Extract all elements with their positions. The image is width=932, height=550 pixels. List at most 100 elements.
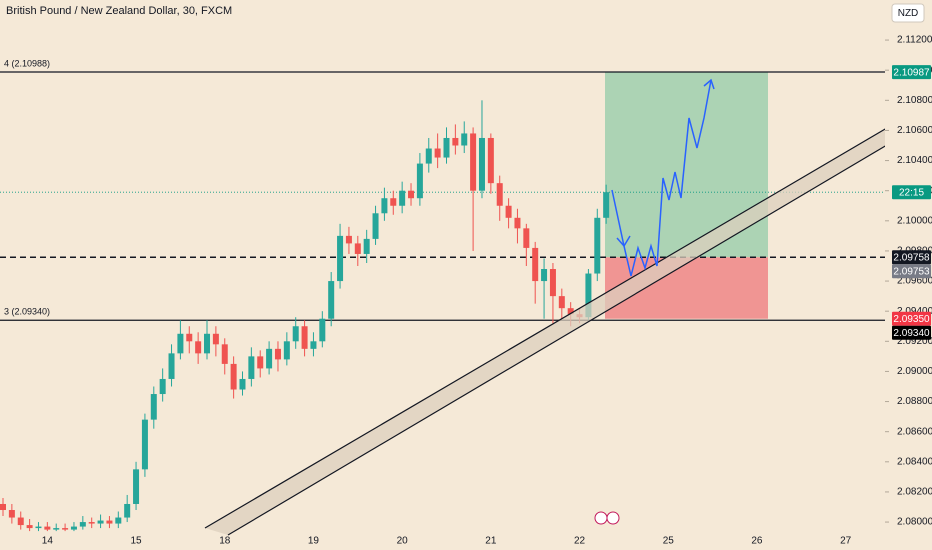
event-icon[interactable] xyxy=(594,511,608,525)
candle-body xyxy=(70,526,77,530)
candle-body xyxy=(159,378,166,395)
candle-body xyxy=(603,192,610,218)
price-tag xyxy=(892,264,931,279)
candle-body xyxy=(248,356,255,379)
price-tag xyxy=(892,311,931,326)
candle-body xyxy=(195,341,202,354)
candle-body xyxy=(345,235,352,244)
candle-body xyxy=(79,522,86,527)
candle-body xyxy=(470,133,477,191)
y-tick-label: 2.10800 xyxy=(897,95,932,106)
candle-body xyxy=(478,137,485,191)
candle-body xyxy=(585,273,592,318)
candle-body xyxy=(452,137,459,146)
arrow-head xyxy=(703,78,715,90)
x-tick-label: 25 xyxy=(663,536,675,547)
candle-body xyxy=(212,333,219,345)
x-tick-label: 22 xyxy=(574,536,586,547)
price-tag xyxy=(892,250,931,265)
candle-body xyxy=(62,528,69,530)
candle-body xyxy=(461,133,468,146)
y-tick-label: 2.09000 xyxy=(897,366,932,377)
y-tick-label: 2.10400 xyxy=(897,155,932,166)
projection-path xyxy=(611,79,712,277)
candle-body xyxy=(328,281,335,319)
channel-fill xyxy=(205,125,892,535)
candle-body xyxy=(549,269,556,297)
x-tick-label: 21 xyxy=(485,536,497,547)
candle-body xyxy=(168,353,175,379)
candle-body xyxy=(505,205,512,218)
drawings-back: 4 (2.10988) 3 (2.09340) xyxy=(0,58,885,321)
chart-title: British Pound / New Zealand Dollar, 30, … xyxy=(6,5,232,17)
x-tick-label: 18 xyxy=(219,536,231,547)
y-tick-label: 2.10600 xyxy=(897,125,932,136)
y-tick-label: 2.08800 xyxy=(897,396,932,407)
price-tag-label: 2.09350 xyxy=(893,314,930,325)
candle-body xyxy=(17,517,24,526)
candle-body xyxy=(487,137,494,184)
drawings-front xyxy=(204,78,893,536)
candle-body xyxy=(133,469,140,504)
price-tag-label: 22:15 xyxy=(899,187,924,198)
y-tick-label: 2.08400 xyxy=(897,456,932,467)
candle-body xyxy=(106,520,113,524)
candle-body xyxy=(292,326,299,342)
y-tick-label: 2.09600 xyxy=(897,276,932,287)
x-tick-label: 27 xyxy=(840,536,852,547)
candle-body xyxy=(319,318,326,342)
candle-body xyxy=(496,183,503,206)
channel-line xyxy=(204,124,893,529)
candle-body xyxy=(8,510,15,518)
candle-body xyxy=(337,235,344,282)
candle-body xyxy=(0,503,6,511)
x-tick-label: 20 xyxy=(397,536,409,547)
candle-body xyxy=(558,296,565,309)
price-tag-label: 2.10987 xyxy=(893,67,930,78)
x-tick-label: 19 xyxy=(308,536,320,547)
candle-body xyxy=(416,163,423,199)
y-tick-label: 2.10000 xyxy=(897,215,932,226)
x-tick-label: 26 xyxy=(751,536,763,547)
y-tick-label: 2.08600 xyxy=(897,426,932,437)
x-tick-label: 15 xyxy=(130,536,142,547)
candle-body xyxy=(257,356,264,369)
candle-body xyxy=(301,326,308,349)
price-tag xyxy=(892,65,931,80)
candle-body xyxy=(523,228,530,248)
candle-body xyxy=(443,137,450,158)
candle-body xyxy=(204,333,211,354)
candle-body xyxy=(567,308,574,315)
candles xyxy=(0,100,610,532)
candle-body xyxy=(177,333,184,354)
currency[interactable]: NZD xyxy=(898,8,919,19)
candle-body xyxy=(532,247,539,282)
channel-line xyxy=(227,141,893,536)
candle-body xyxy=(363,238,370,254)
y-tick-label: 2.09200 xyxy=(897,336,932,347)
level-label: 4 (2.10988) xyxy=(4,58,50,68)
price-tag-label: 2.09753 xyxy=(893,266,930,277)
candle-body xyxy=(434,148,441,158)
candle-body xyxy=(283,341,290,360)
candle-body xyxy=(221,344,228,364)
candle-body xyxy=(274,348,281,360)
candle-body xyxy=(26,525,33,529)
candle-body xyxy=(88,522,95,524)
candle-body xyxy=(399,190,406,206)
candle-body xyxy=(141,419,148,470)
currency-button[interactable] xyxy=(891,3,925,23)
y-tick-label: 2.09400 xyxy=(897,306,932,317)
event-icon[interactable] xyxy=(606,511,620,525)
price-tag-label: 2.09340 xyxy=(893,328,930,339)
price-tag-label: 2.09758 xyxy=(893,252,930,263)
candle-body xyxy=(97,520,104,524)
price-tag xyxy=(892,325,931,340)
candle-body xyxy=(594,217,601,274)
candle-body xyxy=(514,217,521,229)
price-tag xyxy=(892,185,931,200)
candle-body xyxy=(408,190,415,199)
